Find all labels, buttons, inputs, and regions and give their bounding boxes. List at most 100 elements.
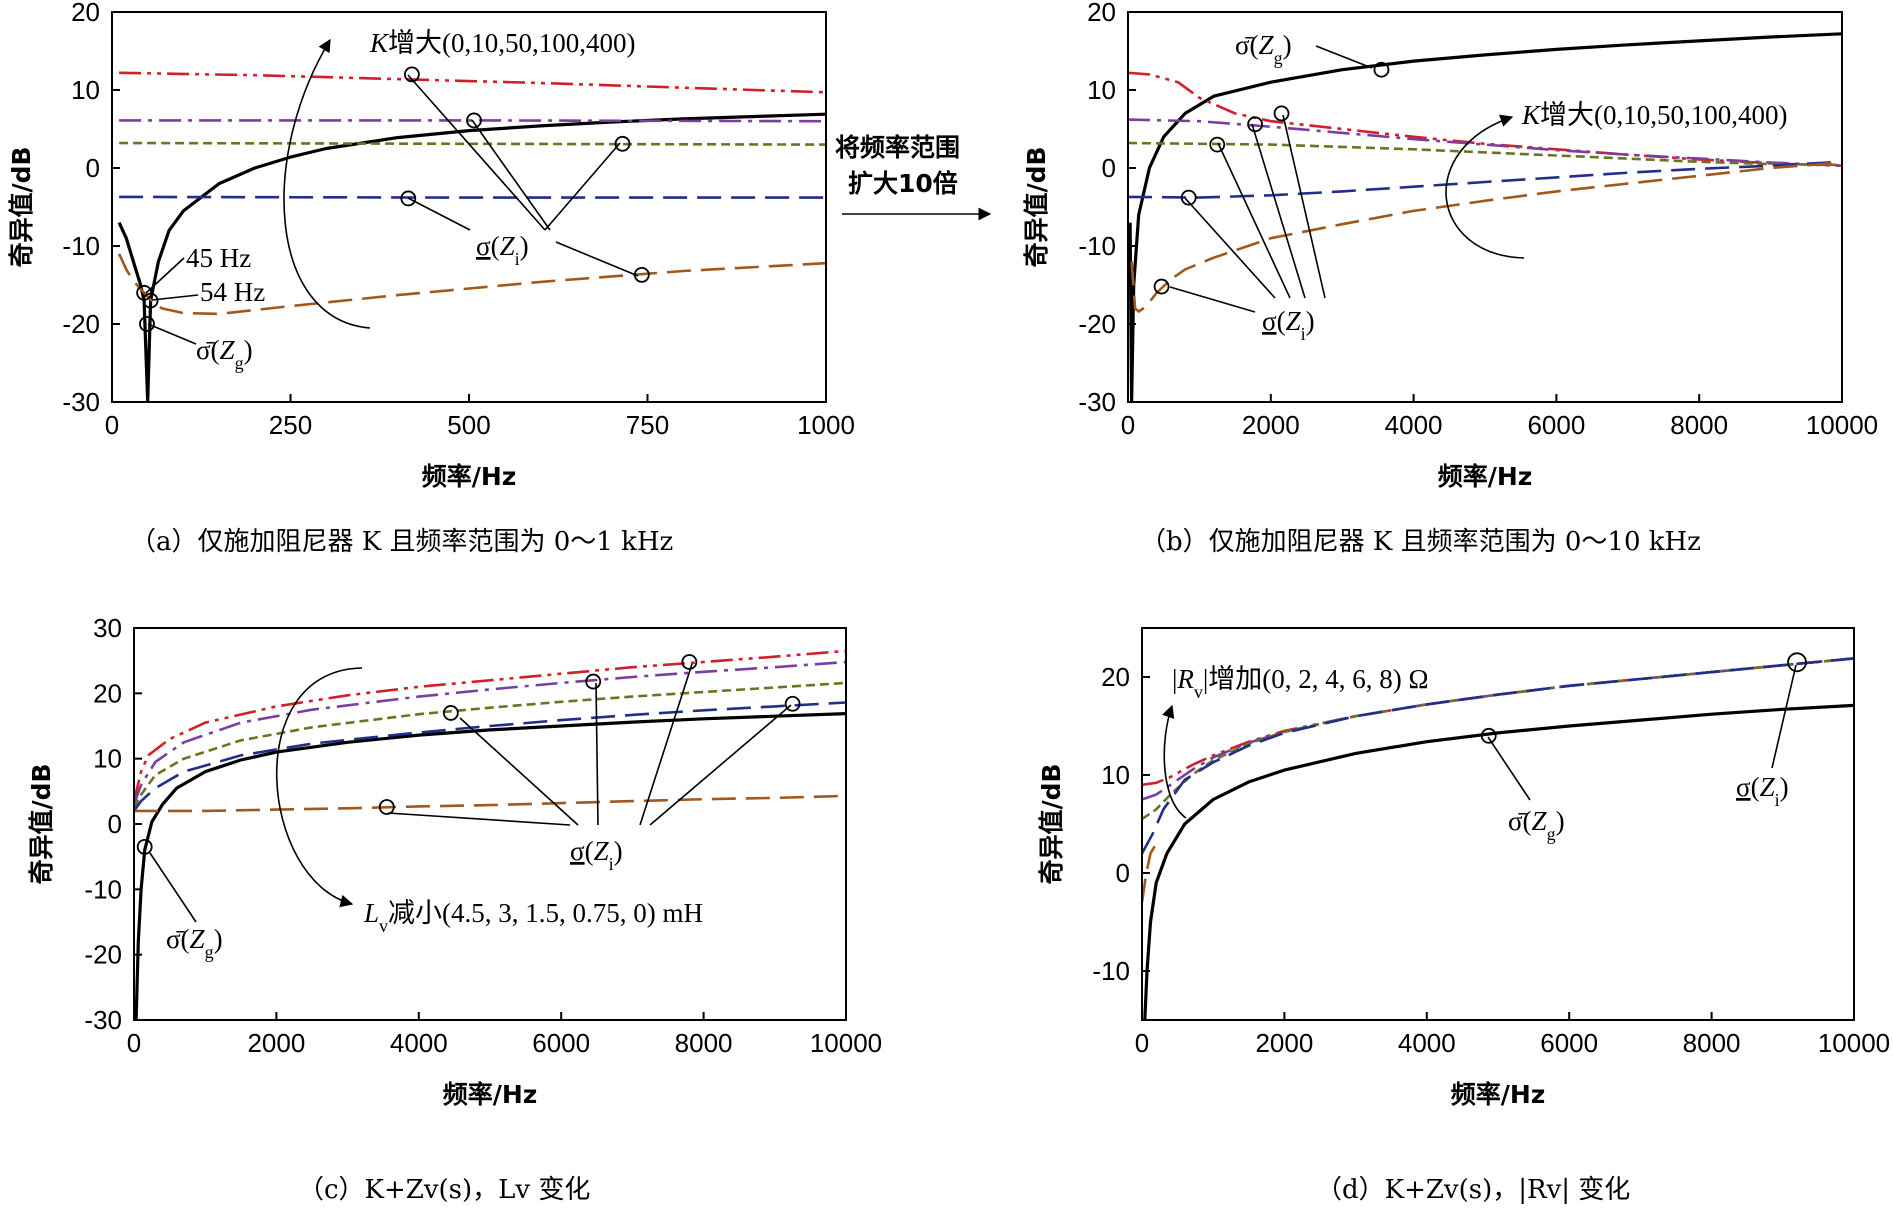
curve-marker-a-7 bbox=[142, 292, 159, 309]
plot-frame-b bbox=[1127, 11, 1843, 403]
x-tick-label-c-2: 4000 bbox=[390, 1028, 448, 1058]
y-tick-label-a-0: -30 bbox=[62, 387, 100, 417]
leader-c-4 bbox=[639, 663, 693, 826]
leader-a-purple bbox=[471, 119, 551, 231]
leader-a-45 bbox=[145, 257, 185, 294]
plot-frame-c bbox=[133, 627, 847, 1021]
caption-a: （a）仅施加阻尼器 K 且频率范围为 0～1 kHz bbox=[130, 527, 673, 557]
freq-54-label: 54 Hz bbox=[200, 277, 265, 307]
freq-45-label: 45 Hz bbox=[186, 243, 251, 273]
y-tick-label-c-6: 30 bbox=[93, 613, 122, 643]
y-tick-label-b-0: -30 bbox=[1078, 387, 1116, 417]
x-axis-label-a: 频率/Hz bbox=[422, 462, 517, 491]
curve-marker-c-14 bbox=[442, 705, 459, 721]
series-line-d-5 bbox=[1142, 842, 1158, 903]
y-tick-label-c-4: 10 bbox=[93, 744, 122, 774]
x-tick-label-d-0: 0 bbox=[1135, 1028, 1149, 1058]
sigma-zi-label-c: σ(Zi) bbox=[570, 836, 623, 874]
x-tick-label-b-0: 0 bbox=[1121, 410, 1135, 440]
y-axis-label-c: 奇异值/dB bbox=[27, 763, 56, 884]
k-increase-label-a-rest: 增大(0,10,50,100,400) bbox=[388, 28, 635, 58]
sigma-zg-label-a: σ̄(Zg) bbox=[196, 335, 253, 373]
series-line-c-1 bbox=[134, 649, 846, 802]
k-increase-label-b: K增大(0,10,50,100,400) bbox=[1521, 100, 1788, 130]
y-axis-label-b: 奇异值/dB bbox=[1022, 146, 1051, 267]
y-tick-label-b-2: -10 bbox=[1078, 231, 1116, 261]
series-line-c-4 bbox=[134, 701, 846, 812]
k-increase-label-a-k: K bbox=[369, 28, 390, 58]
range-expand-arrow: 将频率范围 扩大10倍 bbox=[835, 133, 992, 221]
curve-marker-a-1 bbox=[466, 112, 482, 129]
leader-a-zg bbox=[147, 323, 197, 345]
leader-a-red bbox=[407, 74, 546, 231]
series-line-d-0 bbox=[1143, 703, 1854, 1020]
x-tick-label-d-3: 6000 bbox=[1540, 1028, 1598, 1058]
x-tick-label-c-4: 8000 bbox=[675, 1028, 733, 1058]
leader-a-54 bbox=[151, 294, 199, 301]
curve-marker-d-20 bbox=[1480, 727, 1497, 744]
y-tick-label-d-2: 10 bbox=[1101, 760, 1130, 790]
curve-marker-a-3 bbox=[400, 190, 417, 207]
x-tick-label-d-4: 8000 bbox=[1683, 1028, 1741, 1058]
panel-c: 0 2000 4000 6000 8000 10000 -30 -20 -10 0 10 20 30 频率… bbox=[27, 613, 882, 1109]
sigma-zi-label-a: σ(Zi) bbox=[476, 231, 529, 269]
x-tick-label-b-4: 8000 bbox=[1670, 410, 1728, 440]
panel-b-annotations: σ̄(Zg) K增大(0,10,50,100,400) σ(Zi) bbox=[1169, 30, 1788, 344]
curve-marker-b-10 bbox=[1247, 116, 1263, 133]
y-tick-label-b-3: 0 bbox=[1102, 153, 1116, 183]
sigma-zg-label-b: σ̄(Zg) bbox=[1235, 30, 1292, 68]
y-tick-label-d-3: 20 bbox=[1101, 662, 1130, 692]
y-axis-label-d: 奇异值/dB bbox=[1037, 763, 1066, 884]
k-arrow-a bbox=[283, 38, 371, 329]
k-increase-label-a: K增大(0,10,50,100,400) bbox=[369, 28, 636, 58]
leader-b-4 bbox=[1282, 114, 1326, 299]
x-tick-label-c-3: 6000 bbox=[532, 1028, 590, 1058]
caption-b: （b）仅施加阻尼器 K 且频率范围为 0～10 kHz bbox=[1140, 527, 1701, 557]
y-tick-label-c-3: 0 bbox=[108, 809, 122, 839]
x-tick-label-b-2: 4000 bbox=[1385, 410, 1443, 440]
leader-b-3 bbox=[1251, 123, 1306, 299]
curve-marker-c-15 bbox=[585, 673, 602, 690]
curve-marker-c-16 bbox=[681, 654, 698, 670]
x-tick-label-d-2: 4000 bbox=[1398, 1028, 1456, 1058]
leader-c-zg bbox=[149, 852, 197, 923]
x-tick-label-a-1: 250 bbox=[269, 410, 312, 440]
curve-marker-c-18 bbox=[378, 799, 395, 815]
curve-marker-a-2 bbox=[614, 135, 631, 152]
curve-marker-b-13 bbox=[1153, 278, 1170, 295]
leader-d-zg bbox=[1487, 736, 1531, 801]
sigma-zi-label-b: σ(Zi) bbox=[1262, 306, 1315, 344]
curve-marker-c-17 bbox=[784, 695, 801, 712]
panel-a: 0 250 500 750 1000 -30 -20 -10 0 10 20 频率/Hz 奇异值/dB bbox=[7, 0, 855, 491]
series-line-b-1 bbox=[1128, 71, 1842, 167]
range-expand-text-1: 将频率范围 bbox=[835, 133, 960, 162]
curve-marker-b-9 bbox=[1209, 136, 1226, 153]
x-tick-label-a-3: 750 bbox=[626, 410, 669, 440]
leader-a-navy bbox=[407, 197, 471, 231]
rv-increase-label: |Rv|增加(0, 2, 4, 6, 8) Ω bbox=[1172, 664, 1429, 702]
series-line-c-5 bbox=[134, 794, 846, 813]
sigma-zg-label-d: σ̄(Zg) bbox=[1508, 806, 1565, 844]
x-tick-label-b-3: 6000 bbox=[1527, 410, 1585, 440]
x-axis-label-d: 频率/Hz bbox=[1451, 1080, 1546, 1109]
leader-c-1 bbox=[387, 812, 571, 826]
panel-a-annotations: K增大(0,10,50,100,400) 45 Hz 54 Hz σ̄(Zg) … bbox=[145, 28, 639, 373]
y-tick-label-a-4: 10 bbox=[71, 75, 100, 105]
series-line-a-2 bbox=[119, 119, 826, 123]
x-tick-label-a-0: 0 bbox=[105, 410, 119, 440]
y-tick-label-b-1: -20 bbox=[1078, 309, 1116, 339]
y-axis-label-a: 奇异值/dB bbox=[7, 146, 36, 267]
y-tick-label-c-2: -10 bbox=[84, 874, 122, 904]
plot-frame-d bbox=[1141, 627, 1855, 1021]
caption-d: （d）K+Zv(s)，|Rv| 变化 bbox=[1316, 1175, 1630, 1205]
curve-marker-a-0 bbox=[403, 66, 420, 83]
y-tick-label-d-1: 0 bbox=[1116, 858, 1130, 888]
y-tick-label-d-0: -10 bbox=[1092, 956, 1130, 986]
lv-arrow bbox=[275, 667, 363, 908]
x-tick-label-a-4: 1000 bbox=[797, 410, 855, 440]
panel-b: 0 2000 4000 6000 8000 10000 -30 -20 -10 0 10 20 频率/H… bbox=[1022, 0, 1878, 491]
series-line-a-1 bbox=[119, 71, 826, 94]
sigma-zg-label-c: σ̄(Zg) bbox=[166, 924, 223, 962]
curve-marker-b-11 bbox=[1273, 105, 1290, 122]
leader-c-3 bbox=[595, 682, 599, 826]
